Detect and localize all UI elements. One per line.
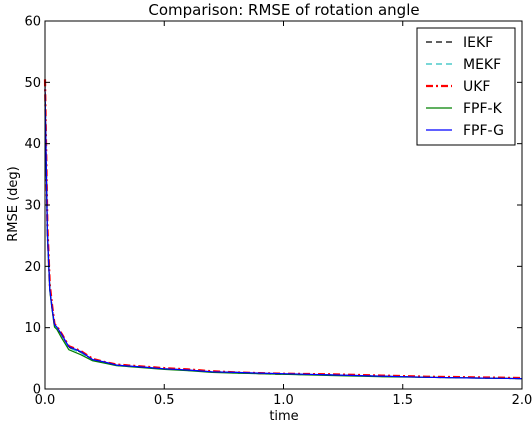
y-tick-label: 30 [24, 199, 41, 214]
legend-box [416, 27, 516, 146]
series-layer [43, 79, 523, 380]
legend-label-iekf: IEKF [463, 35, 493, 51]
legend: IEKF MEKF UKF FPF-K FPF-G [416, 27, 516, 146]
x-tick-label: 2.0 [512, 393, 532, 408]
legend-label-ukf: UKF [463, 79, 490, 95]
y-tick-label: 60 [24, 15, 41, 30]
x-tick-label: 1.5 [392, 393, 413, 408]
ticks-layer: 0.0 0.5 1.0 1.5 2.0 0 10 20 30 40 50 60 [24, 15, 532, 409]
y-tick-label: 10 [24, 321, 41, 336]
chart-title: Comparison: RMSE of rotation angle [148, 1, 419, 19]
x-tick-label: 0.0 [35, 393, 56, 408]
x-axis-label: time [269, 409, 298, 424]
x-tick-label: 0.5 [154, 393, 175, 408]
y-tick-label: 50 [24, 76, 41, 91]
y-tick-label: 40 [24, 137, 41, 152]
x-tick-label: 1.0 [273, 393, 294, 408]
y-axis-label: RMSE (deg) [6, 166, 21, 242]
legend-label-mekf: MEKF [463, 57, 501, 73]
legend-label-fpf-g: FPF-G [463, 123, 504, 139]
series-line-fpf-g [44, 88, 523, 380]
y-tick-label: 0 [33, 383, 41, 398]
legend-label-fpf-k: FPF-K [463, 101, 503, 117]
y-tick-label: 20 [24, 260, 41, 275]
